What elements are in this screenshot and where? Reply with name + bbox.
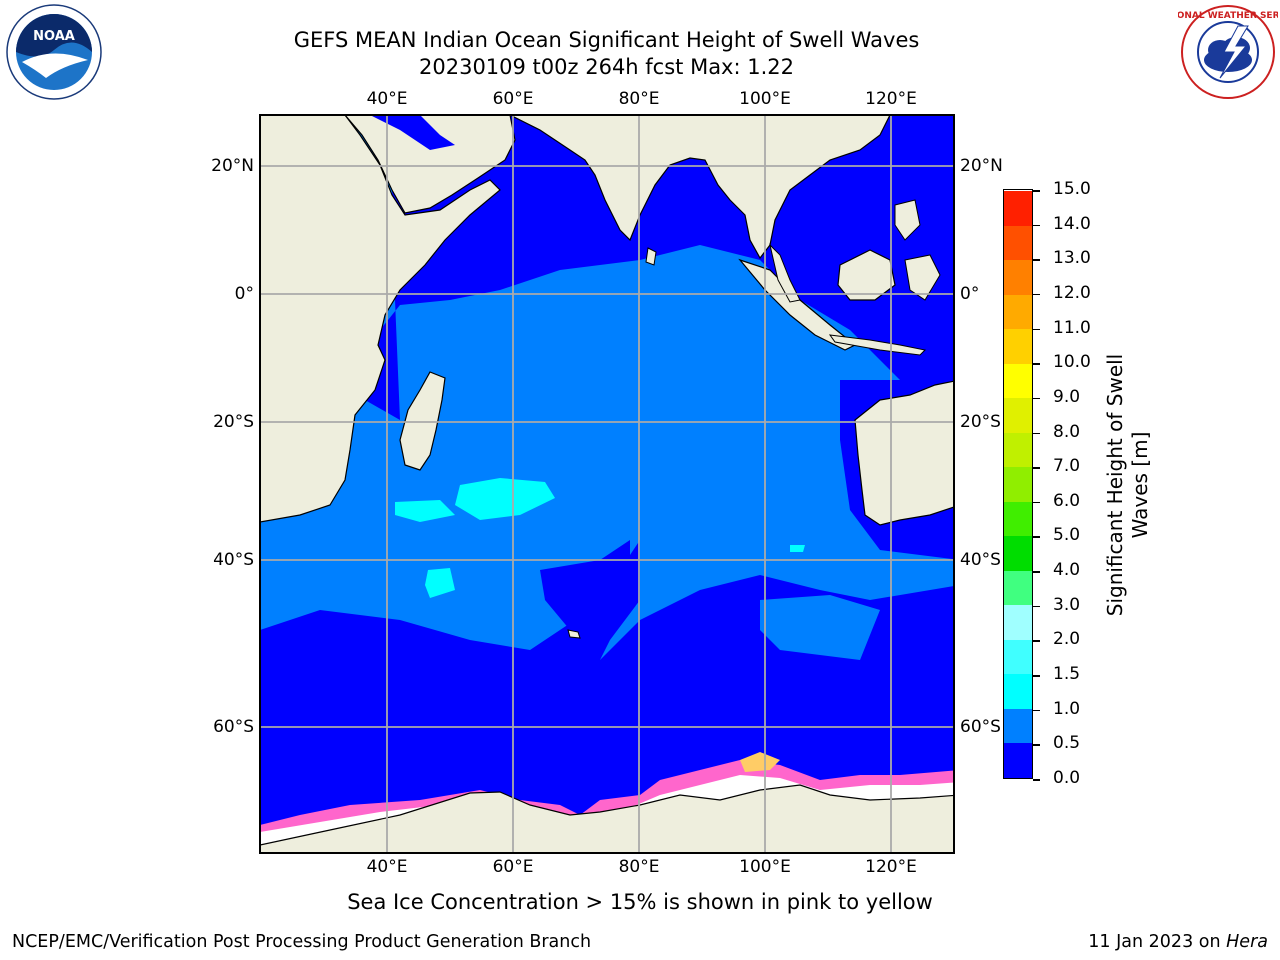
- lat-tick-right: 60°S: [960, 717, 1001, 737]
- colorbar-tick-mark: [1033, 259, 1040, 261]
- colorbar-segment: [1004, 674, 1032, 709]
- colorbar-title-line2: Waves [m]: [1128, 431, 1152, 539]
- colorbar-tick-label: 7.0: [1053, 456, 1081, 477]
- ocean-swell-1.0-1.5: [455, 478, 555, 520]
- colorbar-segment: [1004, 605, 1032, 640]
- footer-date: 11 Jan 2023 on: [1088, 932, 1227, 952]
- lat-tick-right: 20°S: [960, 412, 1001, 432]
- colorbar-segment: [1004, 432, 1032, 468]
- colorbar-tick-label: 6.0: [1053, 490, 1081, 511]
- colorbar-tick-label: 1.5: [1053, 664, 1081, 685]
- land-madagascar: [399, 371, 446, 471]
- land-africa: [260, 115, 501, 523]
- colorbar-tick-mark: [1033, 571, 1040, 573]
- lon-tick-bottom: 100°E: [739, 857, 791, 877]
- colorbar-tick-mark: [1033, 363, 1040, 365]
- colorbar-tick-label: 14.0: [1053, 213, 1091, 234]
- colorbar-tick-label: 9.0: [1053, 386, 1081, 407]
- lon-tick-top: 80°E: [618, 89, 660, 109]
- lat-tick-right: 0°: [960, 284, 980, 304]
- colorbar-segment: [1004, 570, 1032, 606]
- colorbar-tick-mark: [1033, 432, 1040, 435]
- colorbar: [1003, 189, 1033, 779]
- colorbar-tick-mark: [1033, 293, 1040, 296]
- colorbar-tick-mark: [1033, 467, 1040, 469]
- lat-tick-left: 60°S: [213, 717, 254, 737]
- colorbar-tick-mark: [1033, 779, 1040, 781]
- colorbar-tick-label: 0.5: [1053, 733, 1081, 754]
- map-frame: [259, 114, 955, 854]
- colorbar-segment: [1004, 363, 1032, 399]
- colorbar-segment: [1004, 708, 1032, 744]
- lon-tick-bottom: 120°E: [865, 857, 917, 877]
- colorbar-segment: [1004, 501, 1032, 537]
- map-gridlines: [260, 115, 954, 853]
- land-australia: [854, 380, 954, 526]
- lon-tick-top: 120°E: [865, 89, 917, 109]
- colorbar-tick-label: 12.0: [1053, 282, 1091, 303]
- colorbar-title-line1: Significant Height of Swell: [1103, 353, 1127, 617]
- colorbar-tick-label: 0.0: [1053, 768, 1081, 788]
- colorbar-segment: [1004, 225, 1032, 261]
- colorbar-tick-mark: [1033, 675, 1040, 677]
- colorbar-tick-mark: [1033, 397, 1040, 400]
- colorbar-segment: [1004, 398, 1032, 433]
- lat-tick-left: 0°: [234, 284, 254, 304]
- colorbar-tick-mark: [1033, 536, 1040, 538]
- colorbar-segment: [1004, 329, 1032, 364]
- colorbar-tick-mark: [1033, 640, 1040, 642]
- colorbar-tick-label: 2.0: [1053, 629, 1081, 650]
- colorbar-tick-mark: [1033, 501, 1040, 504]
- footer-host: Hera: [1226, 932, 1268, 952]
- land-borneo: [837, 249, 896, 301]
- colorbar-segment: [1004, 536, 1032, 571]
- colorbar-tick-mark: [1033, 224, 1040, 227]
- colorbar-tick-label: 1.0: [1053, 698, 1081, 719]
- colorbar-tick-label: 13.0: [1053, 248, 1091, 269]
- colorbar-segment: [1004, 191, 1032, 226]
- lon-tick-top: 40°E: [366, 89, 408, 109]
- map-title: GEFS MEAN Indian Ocean Significant Heigh…: [293, 28, 920, 52]
- colorbar-tick-label: 10.0: [1053, 352, 1091, 373]
- sea-ice-caption: Sea Ice Concentration > 15% is shown in …: [347, 890, 933, 914]
- colorbar-segment: [1004, 467, 1032, 502]
- lon-tick-bottom: 40°E: [366, 857, 408, 877]
- nws-logo: NATIONAL WEATHER SERVICE: [1178, 5, 1278, 99]
- lat-tick-left: 20°N: [211, 156, 254, 176]
- land-antarctica: [260, 784, 954, 853]
- lat-tick-left: 20°S: [213, 412, 254, 432]
- noaa-logo: NOAA: [6, 4, 102, 100]
- colorbar-tick-label: 3.0: [1053, 594, 1081, 615]
- colorbar-tick-label: 11.0: [1053, 317, 1091, 338]
- map-subtitle: 20230109 t00z 264h fcst Max: 1.22: [419, 55, 794, 79]
- lat-tick-right: 20°N: [960, 156, 1003, 176]
- colorbar-segment: [1004, 294, 1032, 330]
- colorbar-tick-mark: [1033, 605, 1040, 608]
- footer-left: NCEP/EMC/Verification Post Processing Pr…: [12, 932, 592, 952]
- colorbar-segment: [1004, 260, 1032, 295]
- colorbar-tick-label: 5.0: [1053, 525, 1081, 546]
- colorbar-segment: [1004, 639, 1032, 675]
- lat-tick-right: 40°S: [960, 550, 1001, 570]
- lat-tick-left: 40°S: [213, 550, 254, 570]
- lon-tick-bottom: 60°E: [492, 857, 534, 877]
- footer-right: 11 Jan 2023 on Hera: [1088, 932, 1268, 952]
- nws-logo-text: NATIONAL WEATHER SERVICE: [1178, 11, 1278, 21]
- colorbar-tick-label: 15.0: [1053, 179, 1091, 199]
- colorbar-tick-mark: [1033, 328, 1040, 331]
- colorbar-tick-labels: 0.0 0.5 1.0 1.5 2.0 3.0 4.0 5.0 6.0 7.0 8.0 9.0 10.0…: [1033, 0, 1105, 960]
- noaa-logo-text: NOAA: [33, 29, 75, 44]
- lon-tick-top: 60°E: [492, 89, 534, 109]
- lon-tick-bottom: 80°E: [618, 857, 660, 877]
- colorbar-segment: [1004, 743, 1032, 778]
- colorbar-tick-label: 8.0: [1053, 421, 1081, 442]
- colorbar-tick-mark: [1033, 744, 1040, 746]
- colorbar-tick-mark: [1033, 190, 1040, 192]
- land-india: [509, 115, 891, 260]
- colorbar-tick-mark: [1033, 709, 1040, 712]
- colorbar-tick-label: 4.0: [1053, 560, 1081, 581]
- lon-tick-top: 100°E: [739, 89, 791, 109]
